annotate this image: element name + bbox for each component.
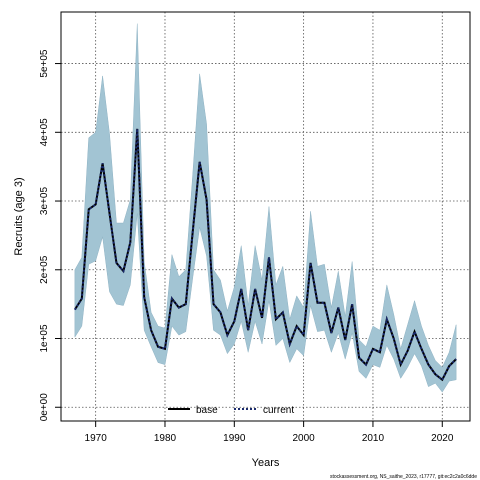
- x-tick-label: 2000: [293, 433, 316, 444]
- x-axis: 1970 1980 1990 2000 2010 2020: [85, 420, 454, 444]
- legend-label-base: base: [196, 405, 218, 416]
- y-axis-title: Recruits (age 3): [13, 177, 25, 255]
- y-tick-label: 5e+05: [39, 49, 50, 78]
- x-tick-label: 2020: [431, 433, 454, 444]
- y-axis: 0e+00 1e+05 2e+05 3e+05 4e+05 5e+05: [39, 49, 62, 422]
- y-tick-label: 4e+05: [39, 118, 50, 147]
- x-tick-label: 1980: [154, 433, 177, 444]
- legend: base current: [168, 405, 294, 416]
- x-tick-label: 1990: [223, 433, 246, 444]
- y-tick-label: 0e+00: [39, 393, 50, 422]
- y-tick-label: 2e+05: [39, 255, 50, 284]
- y-tick-label: 1e+05: [39, 324, 50, 353]
- legend-label-current: current: [263, 405, 294, 416]
- confidence-band: [74, 23, 457, 393]
- x-tick-label: 1970: [85, 433, 108, 444]
- x-axis-title: Years: [252, 457, 280, 469]
- x-tick-label: 2010: [362, 433, 385, 444]
- y-tick-label: 3e+05: [39, 187, 50, 216]
- series-line-current: [74, 128, 457, 382]
- footnote-text: stockassessment.org, NS_saithe_2023, r17…: [330, 474, 477, 480]
